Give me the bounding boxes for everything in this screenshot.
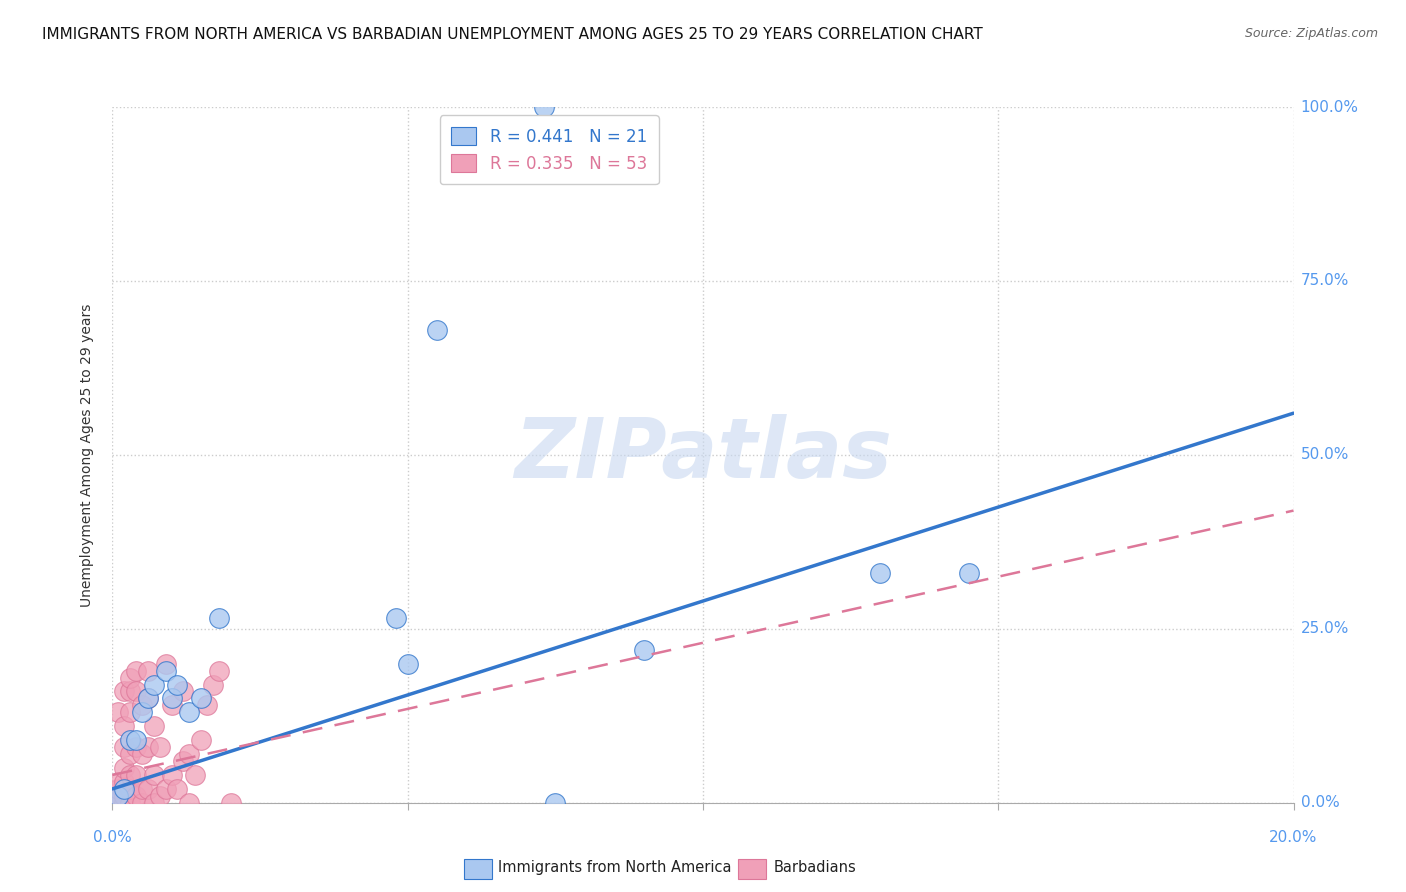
Point [120,747,142,761]
Text: Immigrants from North America: Immigrants from North America [498,861,731,875]
Text: 75.0%: 75.0% [1301,274,1348,288]
Point [166,781,188,796]
Point [120,781,142,796]
Point [131,747,153,761]
Point [160,768,183,782]
Text: Source: ZipAtlas.com: Source: ZipAtlas.com [1244,27,1378,40]
Point [184,768,207,782]
Point [107,789,129,803]
Point [172,754,194,768]
Point [142,677,165,691]
Point [120,684,142,698]
Point [125,684,148,698]
Point [120,706,142,720]
Point [155,664,177,678]
Point [107,781,129,796]
Text: ZIPatlas: ZIPatlas [515,415,891,495]
Point [142,719,165,733]
Point [190,691,212,706]
Point [142,796,165,810]
Point [131,781,153,796]
Point [385,611,408,625]
Point [155,781,177,796]
Point [142,768,165,782]
Point [136,664,159,678]
Point [120,796,142,810]
Point [112,761,135,775]
Point [957,566,980,581]
Point [112,684,135,698]
Point [426,323,449,337]
Point [544,796,567,810]
Point [155,657,177,671]
Point [136,740,159,755]
Point [112,796,135,810]
Text: 50.0%: 50.0% [1301,448,1348,462]
Point [195,698,218,713]
Point [125,768,148,782]
Point [869,566,891,581]
Point [125,789,148,803]
Point [201,677,224,691]
Point [112,719,135,733]
Point [396,657,419,671]
Point [633,642,655,657]
Point [160,698,183,713]
Text: 20.0%: 20.0% [1270,830,1317,845]
Point [149,789,172,803]
Point [107,789,129,803]
Point [131,796,153,810]
Point [112,775,135,789]
Point [533,100,555,114]
Y-axis label: Unemployment Among Ages 25 to 29 years: Unemployment Among Ages 25 to 29 years [80,303,94,607]
Point [219,796,242,810]
Point [131,706,153,720]
Text: Barbadians: Barbadians [773,861,856,875]
Point [125,740,148,755]
Point [136,691,159,706]
Point [136,691,159,706]
Point [208,664,231,678]
Text: 100.0%: 100.0% [1301,100,1358,114]
Point [166,677,188,691]
Point [179,706,201,720]
Point [120,671,142,685]
Point [179,747,201,761]
Point [120,733,142,747]
Point [190,733,212,747]
Text: 0.0%: 0.0% [93,830,132,845]
Point [131,698,153,713]
Point [160,691,183,706]
Point [107,706,129,720]
Text: IMMIGRANTS FROM NORTH AMERICA VS BARBADIAN UNEMPLOYMENT AMONG AGES 25 TO 29 YEAR: IMMIGRANTS FROM NORTH AMERICA VS BARBADI… [42,27,983,42]
Point [112,740,135,755]
Legend: R = 0.441   N = 21, R = 0.335   N = 53: R = 0.441 N = 21, R = 0.335 N = 53 [440,115,658,185]
Point [208,611,231,625]
Point [125,733,148,747]
Point [101,796,124,810]
Point [125,664,148,678]
Text: 25.0%: 25.0% [1301,622,1348,636]
Point [149,740,172,755]
Point [136,781,159,796]
Point [120,768,142,782]
Point [107,775,129,789]
Point [179,796,201,810]
Point [107,796,129,810]
Point [112,789,135,803]
Text: 0.0%: 0.0% [1301,796,1340,810]
Point [172,684,194,698]
Point [112,781,135,796]
